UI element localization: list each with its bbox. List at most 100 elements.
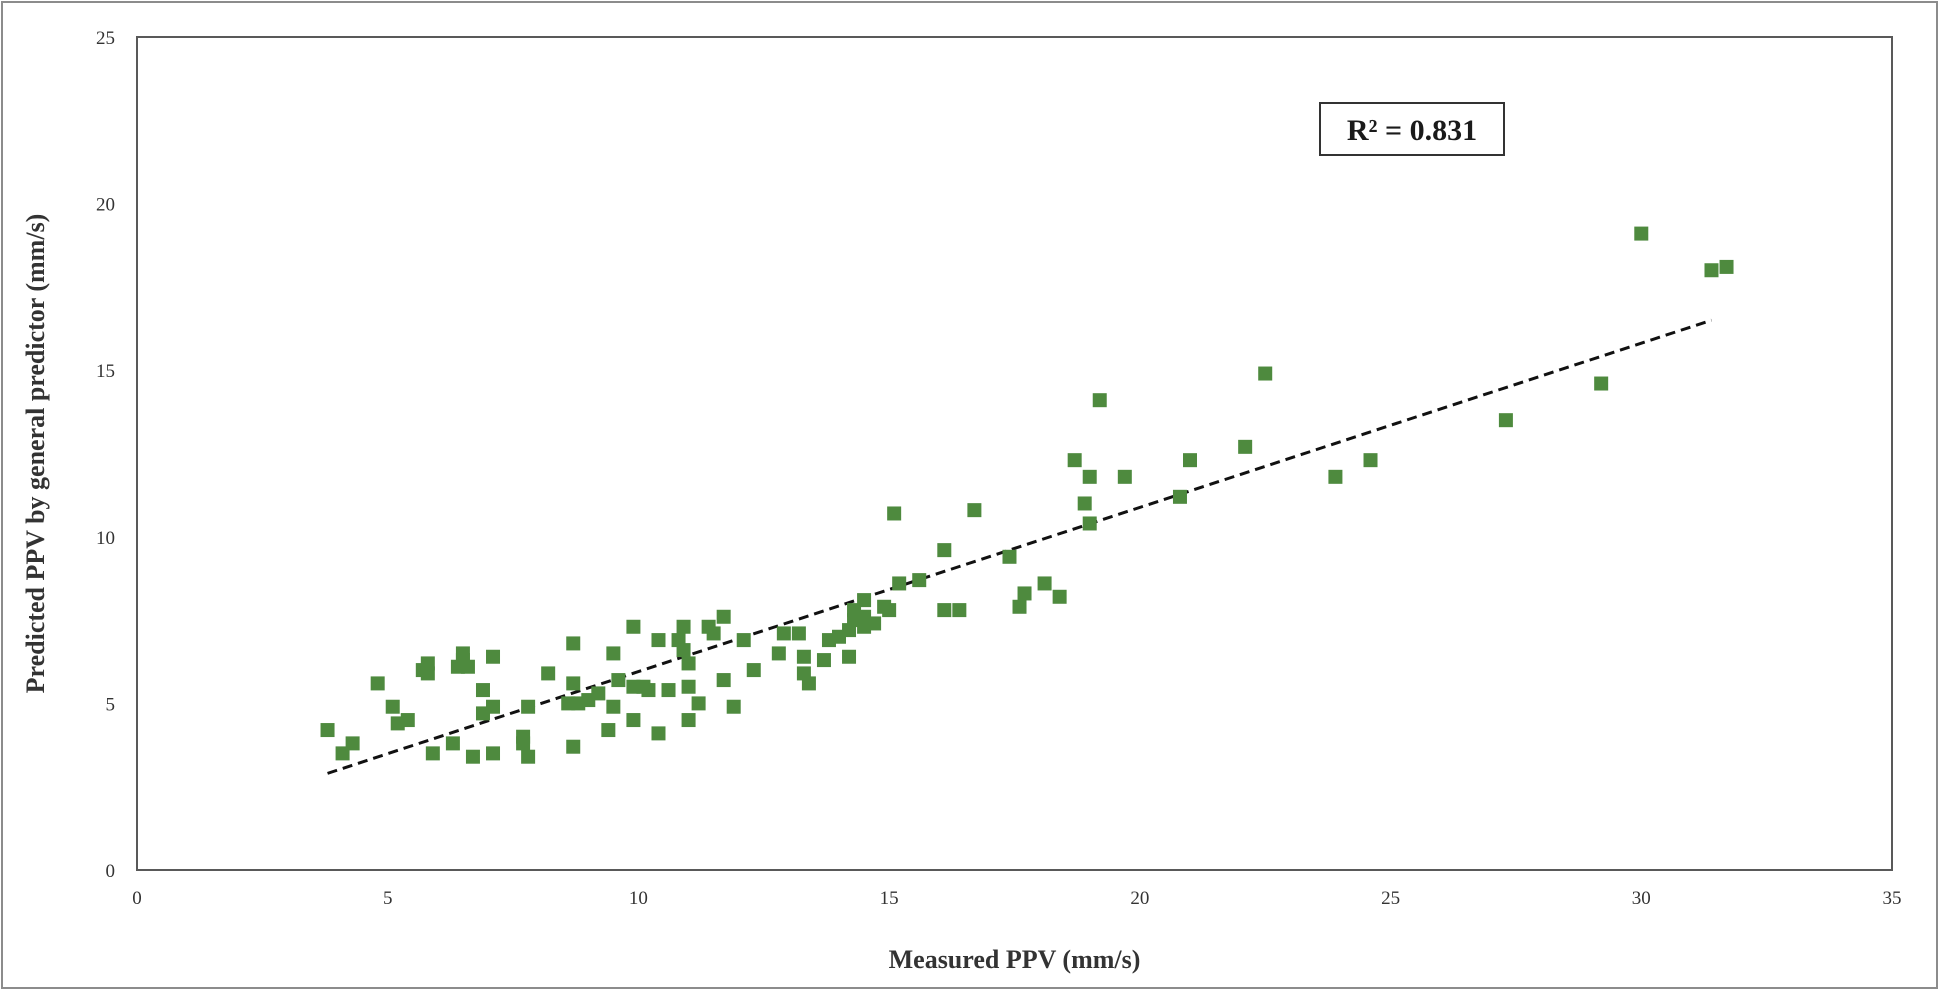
data-point [1082,469,1097,484]
data-point [912,573,927,588]
data-point [796,649,811,664]
data-point [1077,496,1092,511]
data-point [486,649,501,664]
y-tick-label: 20 [96,195,115,216]
data-point [566,676,581,691]
data-point [816,653,831,668]
r-squared-box [1319,102,1505,156]
data-point [736,633,751,648]
data-point [867,616,882,631]
data-point [1498,413,1513,428]
x-tick-label: 25 [1381,888,1400,909]
data-point [606,699,621,714]
data-point [606,646,621,661]
data-point [651,726,666,741]
data-point [681,679,696,694]
data-point [1363,453,1378,468]
data-point [1634,226,1649,241]
tick-labels: 0 5 10 15 20 25 30 35 0 5 10 15 20 25 [96,28,1902,909]
data-point [1117,469,1132,484]
data-point [460,659,475,674]
data-point [681,713,696,728]
data-point [611,673,626,688]
data-point [1017,586,1032,601]
data-point [1183,453,1197,468]
data-point [385,699,400,714]
data-point [486,699,501,714]
data-point [716,673,731,688]
x-axis-title: Measured PPV (mm/s) [889,945,1141,974]
data-point [370,676,385,691]
y-axis-title: Predicted PPV by general predictor (mm/s… [21,214,50,694]
data-point [676,643,691,658]
data-point [887,506,902,521]
data-point [1092,393,1107,408]
data-point [1704,263,1719,278]
data-point [400,713,415,728]
data-point [716,609,731,624]
data-point [626,619,641,634]
data-point [967,503,982,518]
data-point [591,686,606,701]
data-point [681,656,696,671]
data-point [937,543,952,558]
x-tick-label: 10 [629,888,648,909]
trendline [327,318,1712,775]
data-point [1594,376,1609,391]
data-point [1082,516,1097,531]
data-point [882,603,897,618]
x-tick-label: 30 [1632,888,1651,909]
data-point [345,736,360,751]
data-point [952,603,967,618]
data-point [1002,549,1017,564]
data-point [842,649,857,664]
data-point [486,746,501,761]
data-point [521,749,536,764]
data-point [1172,489,1187,504]
data-marks [320,226,1734,775]
data-point [1258,366,1273,381]
r-squared-annotation: R² = 0.831 [1347,114,1477,147]
y-tick-label: 0 [106,861,116,882]
data-point [746,663,761,678]
data-point [892,576,907,591]
data-point [601,723,616,738]
data-point [1037,576,1052,591]
data-point [420,666,435,681]
y-tick-label: 10 [96,528,115,549]
data-point [1052,589,1067,604]
data-point [776,626,791,641]
data-point [726,699,741,714]
data-point [641,683,656,698]
x-tick-label: 35 [1883,888,1902,909]
data-point [651,633,666,648]
data-point [1067,453,1082,468]
data-point [566,739,581,754]
y-tick-label: 15 [96,361,115,382]
data-point [1012,599,1027,614]
y-tick-label: 5 [106,694,116,715]
data-point [1328,469,1343,484]
data-point [566,636,581,651]
data-point [857,593,872,608]
plot-area-frame [136,36,1893,871]
data-point [706,626,721,641]
data-point [516,736,531,751]
data-point [801,676,816,691]
data-point [465,749,480,764]
data-point [1238,439,1253,454]
data-point [1719,259,1734,274]
y-tick-label: 25 [96,28,115,49]
x-tick-label: 20 [1130,888,1149,909]
data-point [691,696,706,711]
data-point [661,683,676,698]
data-point [676,619,691,634]
data-point [937,603,952,618]
x-tick-label: 15 [880,888,899,909]
x-tick-label: 5 [383,888,393,909]
data-point [445,736,460,751]
data-point [425,746,440,761]
